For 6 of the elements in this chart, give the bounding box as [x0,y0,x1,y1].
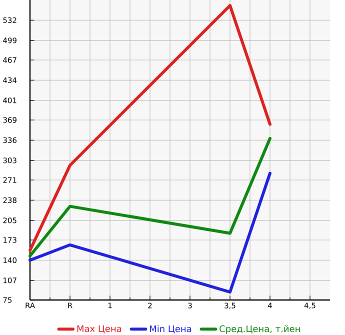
legend-label: Сред.Цена, т.йен [220,325,300,334]
legend-label: Max Цена [77,325,122,334]
line-series [28,4,272,252]
line-series [28,172,272,294]
line-series [28,136,272,258]
legend-label: Min Цена [150,325,192,334]
